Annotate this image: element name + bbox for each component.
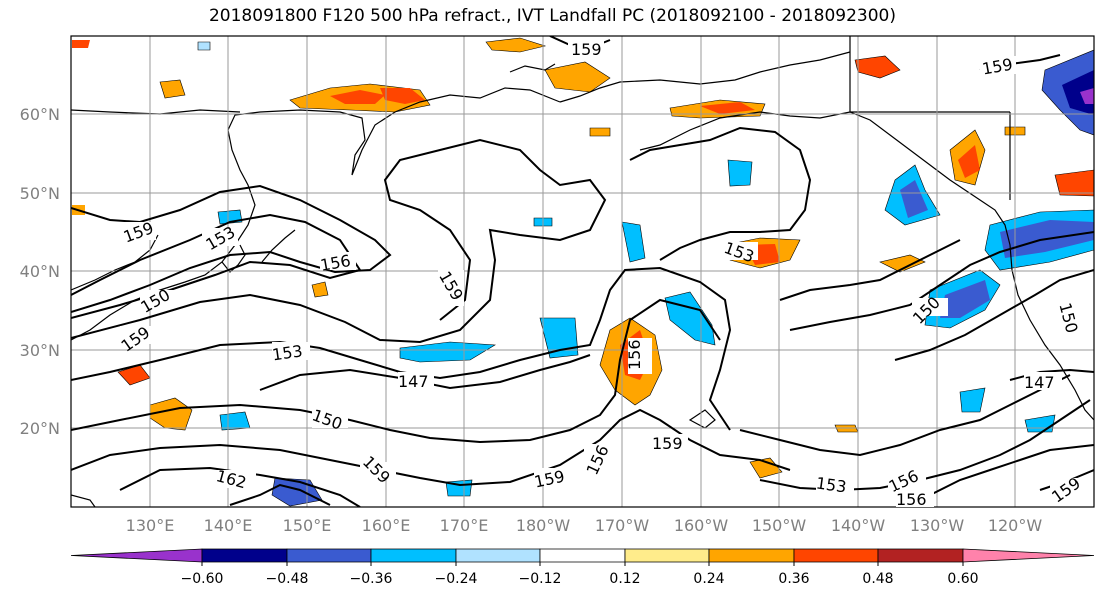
- lon-label: 170°E: [440, 516, 489, 535]
- contour-label: 153: [271, 341, 304, 364]
- colorbar-tick-label: 0.36: [778, 571, 809, 587]
- lat-label: 60°N: [20, 105, 60, 124]
- lon-label: 150°W: [752, 516, 807, 535]
- shaded-anomaly-fields: [72, 37, 1094, 507]
- contour-label: 159: [571, 40, 602, 59]
- map-plot-area: [71, 36, 1094, 507]
- colorbar-segment: [286, 548, 372, 563]
- lon-label: 160°W: [674, 516, 729, 535]
- lat-label: 30°N: [20, 341, 60, 360]
- colorbar-segments: [70, 548, 1095, 563]
- colorbar-tick-label: 0.24: [693, 571, 724, 587]
- colorbar-tick-label: −0.24: [435, 571, 478, 587]
- lon-label: 140°E: [204, 516, 253, 535]
- contour-label: 147: [1024, 373, 1055, 392]
- lon-label: 150°E: [283, 516, 332, 535]
- colorbar-tick-label: 0.12: [609, 571, 640, 587]
- latitude-axis: 60°N 50°N 40°N 30°N 20°N: [20, 105, 60, 438]
- lon-label: 140°W: [831, 516, 886, 535]
- colorbar-segment: [70, 548, 203, 563]
- colorbar-segment: [877, 548, 964, 563]
- longitude-axis: 130°E 140°E 150°E 160°E 170°E 180°W 170°…: [126, 516, 1043, 535]
- colorbar-segment: [624, 548, 710, 563]
- colorbar-segment: [708, 548, 795, 563]
- lon-label: 120°W: [988, 516, 1043, 535]
- contour-label: 156: [625, 339, 644, 370]
- colorbar-segment: [455, 548, 541, 563]
- lon-label: 180°W: [516, 516, 571, 535]
- map-frame: [70, 35, 1095, 508]
- coastlines: [71, 36, 1094, 507]
- lon-label: 130°E: [126, 516, 175, 535]
- contour-label: 159: [652, 434, 683, 453]
- colorbar-tick-label: −0.12: [519, 571, 562, 587]
- colorbar-segment: [370, 548, 457, 563]
- lon-label: 170°W: [595, 516, 650, 535]
- colorbar-tick-label: −0.48: [266, 571, 309, 587]
- colorbar: −0.60 −0.48 −0.36 −0.24 −0.12 0.12 0.24 …: [70, 548, 1095, 587]
- lon-label: 160°E: [362, 516, 411, 535]
- contour-label: 156: [896, 490, 927, 509]
- lat-label: 40°N: [20, 262, 60, 281]
- contour-label: 147: [398, 372, 429, 391]
- lon-label: 130°W: [910, 516, 965, 535]
- map-title: 2018091800 F120 500 hPa refract., IVT La…: [208, 6, 896, 26]
- lat-label: 20°N: [20, 419, 60, 438]
- colorbar-tick-label: 0.48: [862, 571, 893, 587]
- colorbar-segment: [962, 548, 1095, 563]
- colorbar-segment: [793, 548, 879, 563]
- colorbar-segment: [201, 548, 288, 563]
- colorbar-tick-label: −0.60: [181, 571, 224, 587]
- colorbar-segment: [539, 548, 626, 563]
- colorbar-ticks: −0.60 −0.48 −0.36 −0.24 −0.12 0.12 0.24 …: [181, 562, 979, 587]
- colorbar-tick-label: −0.36: [350, 571, 393, 587]
- colorbar-tick-label: 0.60: [947, 571, 978, 587]
- contour-label: 153: [815, 473, 848, 496]
- lat-label: 50°N: [20, 184, 60, 203]
